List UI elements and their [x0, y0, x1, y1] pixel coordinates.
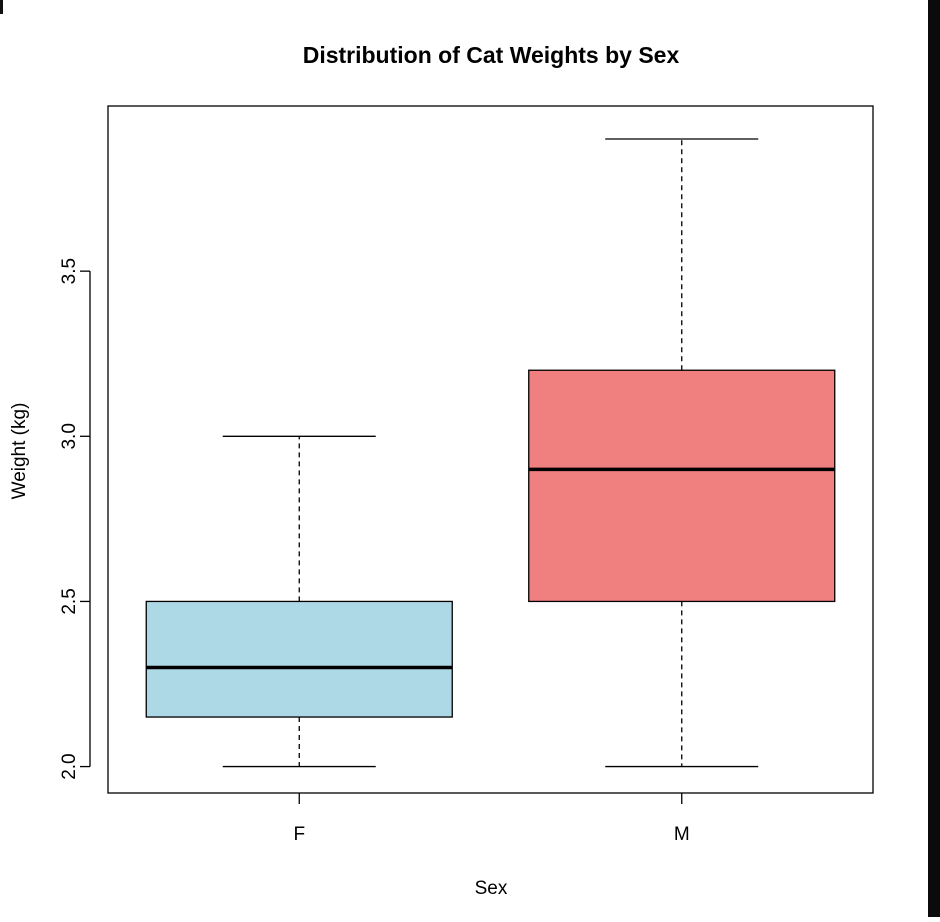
- iqr-box: [145, 600, 453, 718]
- box-F: [145, 435, 453, 768]
- y-tick-label: 3.5: [59, 258, 80, 284]
- y-tick-label: 2.5: [59, 588, 80, 614]
- boxes: [145, 138, 836, 768]
- y-axis: 2.0 2.5 3.0 3.5: [59, 258, 91, 780]
- chart-title: Distribution of Cat Weights by Sex: [303, 42, 680, 68]
- box-M: [528, 138, 836, 768]
- y-axis-label: Weight (kg): [9, 403, 30, 500]
- plot-frame: [107, 105, 874, 794]
- y-tick-label: 3.0: [59, 423, 80, 449]
- x-axis-label: Sex: [475, 878, 508, 899]
- y-tick-label: 2.0: [59, 753, 80, 779]
- x-tick-label: F: [293, 824, 305, 845]
- x-tick-label: M: [674, 824, 690, 845]
- iqr-box: [528, 369, 836, 603]
- window-corner-mark: [0, 0, 3, 14]
- window-edge: [928, 0, 940, 917]
